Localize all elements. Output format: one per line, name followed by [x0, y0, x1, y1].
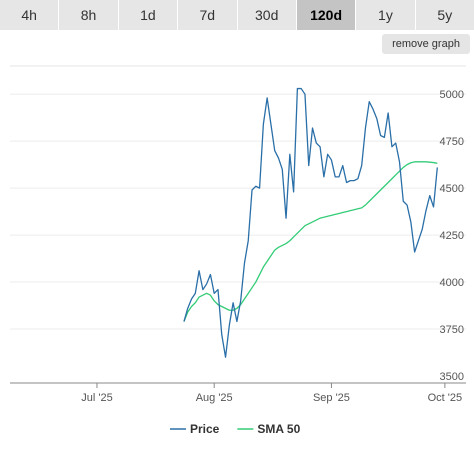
- y-axis-ticks: 3500 3750 4000 4250 4500 4750 5000: [440, 89, 464, 383]
- tab-7d[interactable]: 7d: [178, 0, 238, 30]
- tab-4h[interactable]: 4h: [0, 0, 60, 30]
- grid-lines: [10, 65, 466, 384]
- sma-50-line: [183, 161, 438, 322]
- x-tick-label: Sep '25: [313, 392, 350, 404]
- y-tick-label: 4500: [440, 183, 464, 195]
- legend-label-price: Price: [190, 422, 220, 436]
- price-line: [183, 87, 438, 358]
- remove-graph-button[interactable]: remove graph: [382, 34, 470, 54]
- y-tick-label: 5000: [440, 89, 464, 101]
- timeframe-tabs: 4h 8h 1d 7d 30d 120d 1y 5y: [0, 0, 474, 30]
- y-tick-label: 4250: [440, 230, 464, 242]
- tab-8h[interactable]: 8h: [59, 0, 119, 30]
- series-lines: [183, 87, 438, 358]
- y-tick-label: 3750: [440, 324, 464, 336]
- y-tick-label: 3500: [440, 371, 464, 383]
- tab-1y[interactable]: 1y: [356, 0, 416, 30]
- x-tick-label: Jul '25: [81, 392, 112, 404]
- y-tick-label: 4750: [440, 136, 464, 148]
- tab-30d[interactable]: 30d: [237, 0, 297, 30]
- legend-label-sma-50: SMA 50: [257, 422, 300, 436]
- tab-1d[interactable]: 1d: [118, 0, 179, 30]
- tab-5y[interactable]: 5y: [415, 0, 474, 30]
- tab-120d[interactable]: 120d: [296, 0, 357, 30]
- y-tick-label: 4000: [440, 277, 464, 289]
- legend: Price SMA 50: [170, 422, 301, 436]
- x-tick-label: Oct '25: [428, 392, 463, 404]
- x-axis-ticks: Jul '25 Aug '25 Sep '25 Oct '25: [81, 383, 462, 404]
- x-tick-label: Aug '25: [196, 392, 233, 404]
